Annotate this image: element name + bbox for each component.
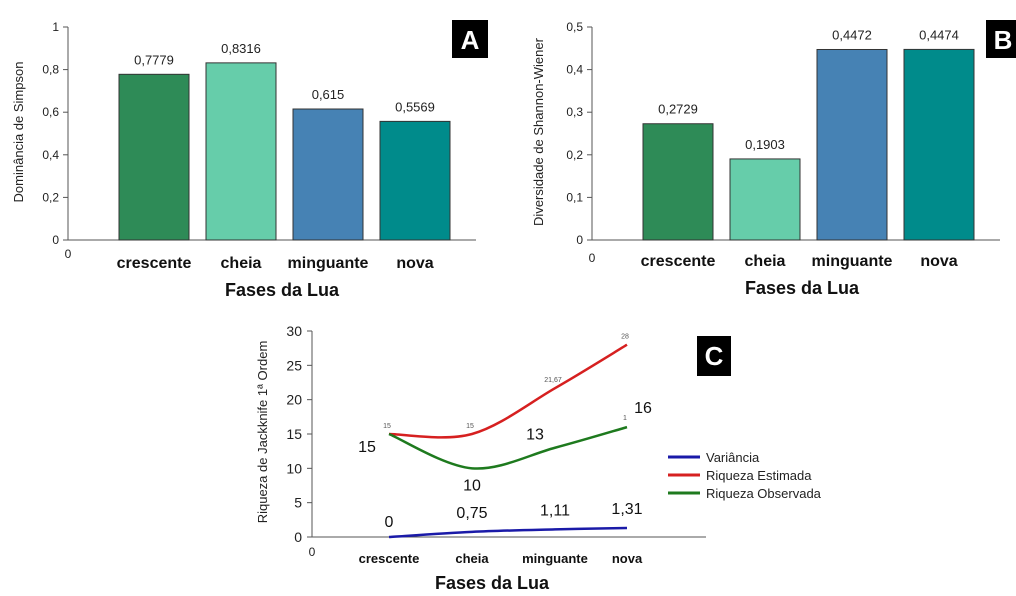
panel-a-y-axis-title: Dominância de Simpson [11,62,26,203]
panel-b-bar-chart: 0 0,1 0,2 0,3 0,4 0,5 0,2729 0,1903 0,4472 0,447… [531,20,1016,298]
bar-value-label: 0,4472 [832,27,872,42]
y-tick-label: 0,6 [42,105,59,119]
y-tick-label: 1 [52,20,59,34]
panel-c-origin-label: 0 [309,545,316,559]
y-tick-label: 0,4 [566,63,583,77]
y-tick-label: 0,1 [566,190,583,204]
panel-b-origin-label: 0 [589,251,596,265]
x-tick-label: nova [396,255,433,272]
series-line-variancia [388,526,628,539]
point-label-riqueza-observada: 13 [526,427,544,444]
panel-b-badge-label: B [994,25,1013,55]
y-tick-label: 0,2 [42,190,59,204]
bar-value-label: 0,2729 [658,102,698,117]
point-label-riqueza-estimada: 15 [383,423,391,430]
y-tick-label: 25 [286,357,302,373]
point-label-riqueza-estimada: 15 [466,423,474,430]
x-tick-label: crescente [117,255,192,272]
x-tick-label: cheia [455,551,489,566]
point-label-riqueza-observada: 15 [358,439,376,456]
panel-a-bar-chart: 0 0,2 0,4 0,6 0,8 1 0,7779 0,8316 0,615 0,5569 c… [11,20,488,300]
y-tick-label: 20 [286,392,302,408]
bar-nova [903,48,975,241]
panel-c-y-ticks: 0 5 10 15 20 25 30 [286,323,312,545]
bar-minguante [816,48,888,241]
bar-crescente [118,73,190,241]
y-tick-label: 0,4 [42,148,59,162]
panel-c-point-labels: 0 0,75 1,11 1,31 15 15 21,67 28 15 10 13 16 1 [358,334,652,531]
point-label-riqueza-observada: 16 [634,400,652,417]
y-tick-label: 0,2 [566,148,583,162]
panel-b-y-ticks: 0 0,1 0,2 0,3 0,4 0,5 [566,20,592,247]
y-tick-label: 10 [286,460,302,476]
y-tick-label: 15 [286,426,302,442]
x-tick-label: minguante [812,253,893,270]
panel-c-y-axis-title: Riqueza de Jackknife 1ª Ordem [255,341,270,524]
y-tick-label: 0,5 [566,20,583,34]
panel-b-badge [986,20,1016,58]
panel-b-value-labels: 0,2729 0,1903 0,4472 0,4474 [658,27,959,152]
bar-value-label: 0,8316 [221,41,261,56]
legend-label-variancia: Variância [706,450,760,465]
bar-value-label: 0,5569 [395,99,435,114]
panel-a-badge [452,20,488,58]
y-tick-label: 0,8 [42,63,59,77]
point-label-riqueza-estimada: 21,67 [544,377,562,384]
panel-c-badge [697,336,731,376]
point-label-variancia: 1,11 [540,502,570,519]
panel-c-legend: Variância Riqueza Estimada Riqueza Observa… [668,450,822,501]
point-label-variancia: 0 [385,514,394,531]
y-tick-label: 0 [576,233,583,247]
panel-a-x-tick-labels: crescente cheia minguante nova [117,255,434,272]
x-tick-label: cheia [221,255,262,272]
y-tick-label: 0 [52,233,59,247]
point-label-small-extra: 1 [623,415,627,422]
x-tick-label: minguante [522,551,588,566]
bar-value-label: 0,615 [312,87,345,102]
point-label-variancia: 0,75 [456,505,487,522]
series-line-riqueza-observada [388,425,628,470]
y-tick-label: 0 [294,529,302,545]
bar-cheia [729,158,801,241]
point-label-variancia: 1,31 [611,501,642,518]
y-tick-label: 30 [286,323,302,339]
panel-b-x-axis-title: Fases da Lua [745,278,860,298]
panel-b-x-tick-labels: crescente cheia minguante nova [641,253,958,270]
panel-a-value-labels: 0,7779 0,8316 0,615 0,5569 [134,41,435,115]
bar-minguante [292,108,364,241]
panel-b-y-axis-title: Diversidade de Shannon-Wiener [531,37,546,226]
panel-c-badge-label: C [705,341,724,371]
bar-value-label: 0,1903 [745,137,785,152]
x-tick-label: minguante [288,255,369,272]
x-tick-label: crescente [641,253,716,270]
bar-cheia [205,62,277,241]
x-tick-label: nova [920,253,957,270]
panel-c-x-tick-labels: crescente cheia minguante nova [359,551,643,566]
y-tick-label: 5 [294,495,302,511]
panel-a-bars [118,62,451,241]
panel-c-x-axis-title: Fases da Lua [435,573,550,593]
bar-crescente [642,123,714,241]
bar-value-label: 0,7779 [134,52,174,67]
legend-label-riqueza-observada: Riqueza Observada [706,486,822,501]
bar-nova [379,120,451,241]
bar-value-label: 0,4474 [919,27,959,42]
point-label-riqueza-observada: 10 [463,477,481,494]
panel-a-origin-label: 0 [65,247,72,261]
panel-a-x-axis-title: Fases da Lua [225,280,340,300]
panel-b-bars [642,48,975,241]
series-line-riqueza-estimada [388,343,628,439]
x-tick-label: nova [612,551,643,566]
x-tick-label: cheia [745,253,786,270]
legend-label-riqueza-estimada: Riqueza Estimada [706,468,812,483]
panel-c-series-lines [388,343,628,539]
panel-a-y-ticks: 0 0,2 0,4 0,6 0,8 1 [42,20,68,247]
y-tick-label: 0,3 [566,105,583,119]
x-tick-label: crescente [359,551,420,566]
point-label-riqueza-estimada: 28 [621,334,629,341]
panel-a-badge-label: A [461,25,480,55]
